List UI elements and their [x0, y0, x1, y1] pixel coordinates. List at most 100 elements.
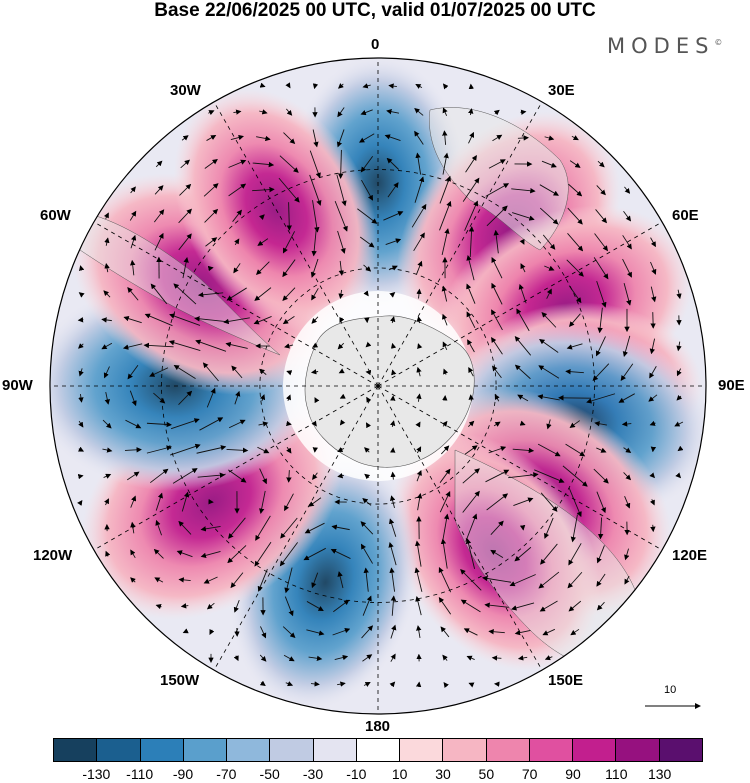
colorbar-tick-label: 110: [605, 766, 628, 782]
colorbar-swatch: [572, 739, 616, 761]
wind-vector: [490, 549, 504, 559]
wind-vector: [311, 572, 319, 589]
wind-vector: [196, 445, 227, 454]
wind-vector: [460, 569, 482, 591]
wind-vector: [465, 513, 478, 542]
wind-vector: [676, 394, 683, 401]
colorbar-tick-label: -70: [216, 766, 237, 782]
wind-vector: [180, 159, 190, 169]
wind-vector: [416, 446, 422, 454]
wind-vector: [149, 367, 169, 377]
lon-label-120e: 120E: [672, 547, 708, 564]
wind-vector: [493, 229, 499, 254]
wind-vector: [259, 109, 268, 115]
wind-vector: [415, 421, 421, 428]
wind-vector: [649, 365, 657, 379]
wind-vector: [331, 524, 350, 531]
wind-vector: [385, 238, 402, 246]
wind-vector: [416, 393, 422, 402]
wind-vector: [363, 567, 369, 592]
wind-vector: [467, 420, 475, 427]
wind-vector: [358, 133, 375, 143]
wind-vector: [542, 628, 556, 636]
wind-vector: [411, 203, 427, 228]
wind-vector: [359, 236, 375, 248]
wind-vector: [310, 369, 319, 375]
wind-vector: [595, 209, 607, 224]
wind-vector: [130, 186, 136, 194]
wind-vector: [366, 396, 372, 403]
wind-vector: [413, 232, 425, 252]
wind-vector: [363, 290, 369, 297]
wind-vector: [102, 447, 113, 453]
wind-vector: [195, 339, 227, 352]
wind-vector: [541, 311, 557, 328]
wind-vector: [565, 368, 584, 375]
wind-vector: [440, 626, 450, 638]
wind-vector: [468, 367, 474, 377]
lon-label-60w: 60W: [40, 207, 71, 224]
wind-vector: [442, 107, 448, 117]
wind-vector: [618, 393, 635, 403]
wind-vector: [285, 394, 291, 401]
wind-vector: [104, 391, 110, 405]
wind-vector: [206, 135, 217, 141]
wind-vector: [259, 82, 266, 88]
wind-vector: [357, 208, 378, 224]
wind-vector: [284, 567, 293, 594]
colorbar-swatch: [96, 739, 140, 761]
wind-vector: [541, 160, 557, 168]
wind-vector: [336, 174, 347, 207]
wind-vector: [286, 470, 292, 483]
colorbar-tick-label: 70: [521, 766, 538, 782]
wind-vector: [361, 625, 374, 639]
wind-vector: [517, 394, 529, 402]
wind-vector: [282, 231, 296, 254]
wind-vector: [594, 233, 609, 252]
wind-vector: [173, 283, 197, 305]
wind-vector: [387, 182, 399, 198]
wind-vector: [485, 469, 510, 483]
wind-vector: [259, 490, 266, 514]
wind-vector: [624, 548, 630, 561]
wind-vector: [252, 186, 275, 193]
wind-vector: [596, 280, 607, 308]
chart-title: Base 22/06/2025 00 UTC, valid 01/07/2025…: [154, 0, 596, 21]
colorbar-swatch: [528, 739, 573, 761]
wind-vector: [468, 394, 474, 401]
wind-vector: [462, 490, 480, 513]
colorbar-tick-label: 30: [435, 766, 451, 782]
colorbar-swatch: [312, 739, 356, 761]
wind-vector: [650, 237, 656, 248]
wind-vector: [178, 233, 192, 251]
wind-vector: [674, 421, 684, 427]
wind-vector: [226, 447, 249, 454]
wind-vector: [414, 567, 423, 592]
wind-vector: [517, 135, 529, 141]
wind-vector: [623, 447, 632, 453]
wind-vector: [390, 595, 397, 616]
wind-vector: [101, 317, 112, 323]
wind-vector: [103, 290, 111, 298]
wind-vector: [592, 363, 610, 381]
lon-label-120w: 120W: [33, 547, 73, 564]
wind-vector: [566, 259, 584, 277]
wind-vector: [223, 317, 250, 325]
wind-vector: [467, 339, 475, 353]
wind-vector: [309, 150, 321, 179]
wind-vector: [130, 495, 137, 508]
wind-vector: [155, 160, 163, 168]
colorbar-tick-label: -90: [172, 766, 194, 782]
wind-vector: [440, 538, 448, 569]
wind-vector: [622, 335, 631, 357]
wind-vector: [228, 159, 247, 168]
wind-vector: [414, 176, 425, 203]
wind-vector: [439, 468, 451, 483]
wind-vector: [304, 522, 325, 534]
wind-vector: [204, 158, 218, 169]
wind-vector: [282, 315, 295, 325]
wind-vector: [227, 545, 247, 564]
wind-vector: [312, 472, 318, 480]
wind-vector: [566, 343, 583, 350]
wind-vector: [595, 336, 606, 357]
